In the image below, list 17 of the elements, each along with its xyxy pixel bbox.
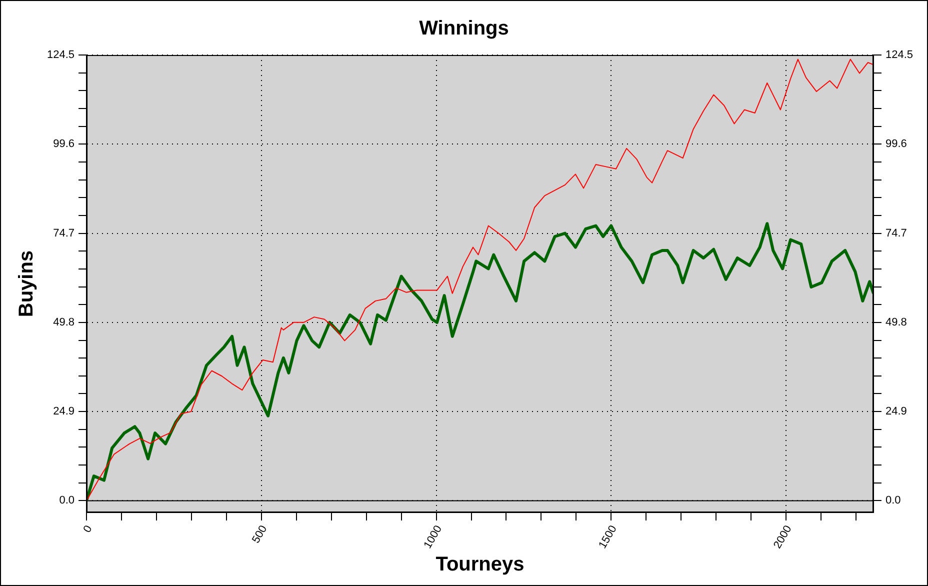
y-axis-title: Buyins bbox=[16, 250, 38, 318]
y-tick-label: 0.0 bbox=[59, 494, 75, 507]
y-tick-label: 49.8 bbox=[53, 316, 75, 328]
y-tick-label: 24.9 bbox=[53, 406, 75, 418]
y-tick-label: 74.7 bbox=[53, 227, 75, 240]
x-axis-title: Tourneys bbox=[436, 554, 524, 576]
y2-tick-label: 0.0 bbox=[885, 494, 901, 507]
y2-tick-label: 124.5 bbox=[885, 49, 914, 62]
chart-title: Winnings bbox=[419, 18, 509, 40]
y2-tick-label: 24.9 bbox=[885, 406, 907, 418]
y-tick-label: 99.6 bbox=[53, 138, 75, 150]
x-tick-label: 0 bbox=[81, 524, 95, 535]
x-tick-label: 500 bbox=[250, 524, 270, 546]
y2-tick-label: 49.8 bbox=[885, 316, 907, 328]
y2-tick-label: 74.7 bbox=[885, 227, 907, 240]
y2-tick-label: 99.6 bbox=[885, 138, 907, 150]
y-tick-label: 124.5 bbox=[46, 49, 75, 62]
